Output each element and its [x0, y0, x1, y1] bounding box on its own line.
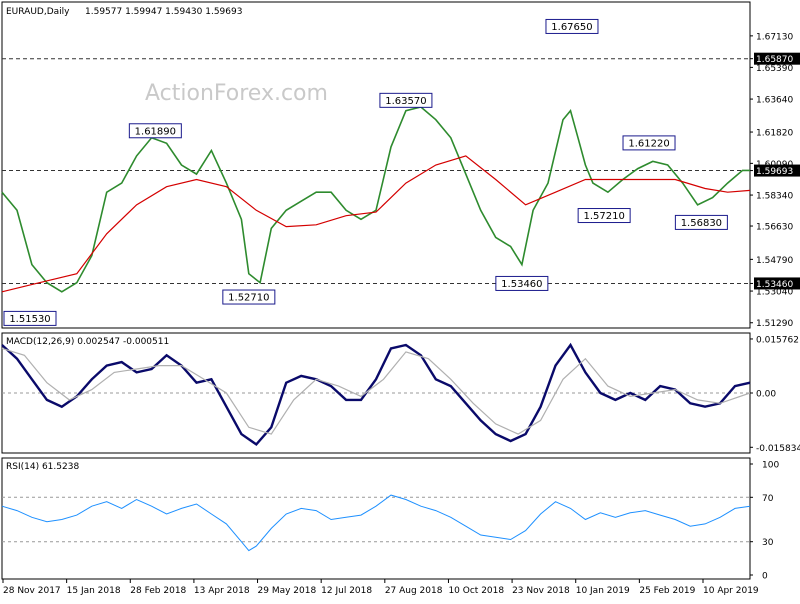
annotation-text: 1.51530: [9, 314, 50, 325]
annotation-text: 1.57210: [583, 211, 624, 222]
series-macd: [1, 342, 751, 446]
chart-symbol: EURAUD,Daily: [6, 7, 70, 17]
x-tick-3: 13 Apr 2018: [194, 586, 250, 596]
annotation-1.61890: 1.61890: [128, 123, 182, 139]
annotation-box: [379, 92, 433, 108]
annotation-text: 1.61220: [628, 138, 669, 149]
price-tick-1.51290: 1.51290: [756, 319, 793, 329]
x-tick-11: 10 Apr 2019: [703, 586, 759, 596]
x-tick-0: 28 Nov 2017: [3, 586, 61, 596]
annotation-box: [674, 214, 728, 230]
price-tick-1.61820: 1.61820: [756, 129, 793, 139]
price-tag-1.65870: 1.65870: [756, 55, 793, 65]
annotation-1.67650: 1.67650: [545, 18, 599, 34]
annotation-1.57210: 1.57210: [577, 208, 631, 224]
series-signal: [1, 347, 751, 435]
annotation-1.63570: 1.63570: [379, 92, 433, 108]
x-tick-6: 27 Aug 2018: [385, 586, 443, 596]
macd-tick-0.00: 0.00: [756, 390, 776, 400]
rsi-tick-30: 30: [762, 538, 774, 548]
price-tag-1.59693: 1.59693: [756, 167, 793, 177]
macd-tick--0.015834: -0.015834: [756, 444, 800, 454]
rsi-tick-0: 0: [762, 572, 768, 582]
price-tick-1.65390: 1.65390: [756, 64, 793, 74]
x-tick-4: 29 May 2018: [258, 586, 317, 596]
chart-ohlc: 1.59577 1.59947 1.59430 1.59693: [85, 7, 242, 17]
price-tag-bg: [754, 164, 800, 177]
x-tick-5: 12 Jul 2018: [321, 586, 372, 596]
rsi-tick-100: 100: [762, 461, 779, 471]
x-tick-9: 10 Jan 2019: [576, 586, 630, 596]
price-panel: [1, 1, 751, 329]
annotation-text: 1.56830: [681, 218, 722, 229]
x-tick-8: 23 Nov 2018: [512, 586, 570, 596]
annotation-box: [128, 123, 182, 139]
annotation-box: [3, 310, 57, 326]
annotation-box: [495, 275, 549, 291]
annotation-1.53460: 1.53460: [495, 275, 549, 291]
annotation-1.51530: 1.51530: [3, 310, 57, 326]
price-tick-1.54790: 1.54790: [756, 256, 793, 266]
macd-tick-0.015762: 0.015762: [756, 335, 799, 345]
annotation-box: [222, 289, 276, 305]
series-moving-average: [1, 155, 751, 293]
price-tick-1.67130: 1.67130: [756, 32, 793, 42]
annotation-box: [622, 135, 676, 151]
rsi-panel: [1, 457, 751, 580]
x-tick-1: 15 Jan 2018: [67, 586, 121, 596]
price-tick-1.63640: 1.63640: [756, 96, 793, 106]
annotation-1.56830: 1.56830: [674, 214, 728, 230]
annotation-1.61220: 1.61220: [622, 135, 676, 151]
annotation-text: 1.52710: [228, 293, 269, 304]
x-tick-10: 25 Feb 2019: [639, 586, 695, 596]
annotation-text: 1.61890: [135, 126, 176, 137]
x-tick-2: 28 Feb 2018: [130, 586, 186, 596]
annotation-text: 1.67650: [551, 22, 592, 33]
price-tag-1.53460: 1.53460: [756, 280, 793, 290]
price-tick-1.56630: 1.56630: [756, 223, 793, 233]
price-tick-1.58340: 1.58340: [756, 192, 793, 202]
price-tick-1.53040: 1.53040: [756, 288, 793, 298]
rsi-tick-70: 70: [762, 494, 774, 504]
annotation-box: [545, 18, 599, 34]
series-rsi: [1, 494, 751, 552]
x-tick-7: 10 Oct 2018: [448, 586, 504, 596]
price-tag-bg: [754, 52, 800, 65]
annotation-box: [577, 208, 631, 224]
macd-title: MACD(12,26,9) 0.002547 -0.000511: [6, 337, 169, 347]
price-tag-bg: [754, 277, 800, 290]
rsi-title: RSI(14) 61.5238: [6, 462, 79, 472]
watermark: ActionForex.com: [145, 81, 328, 106]
annotation-text: 1.63570: [385, 96, 426, 107]
annotation-1.52710: 1.52710: [222, 289, 276, 305]
annotation-text: 1.53460: [501, 279, 542, 290]
